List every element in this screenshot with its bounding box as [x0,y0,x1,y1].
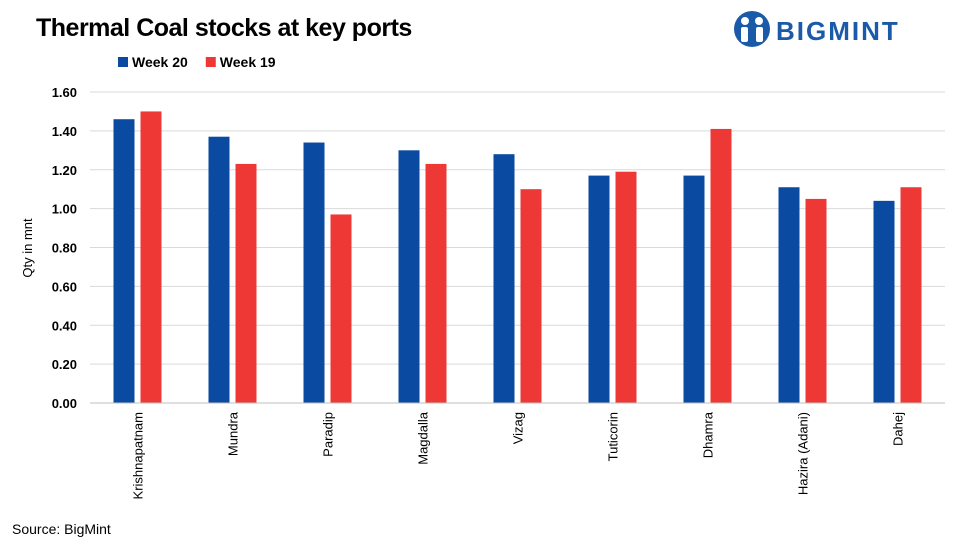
y-tick-label: 0.00 [52,396,77,411]
y-tick-label: 0.40 [52,318,77,333]
y-tick-label: 1.60 [52,85,77,100]
y-tick-label: 0.80 [52,241,77,256]
logo-icon [734,11,770,47]
y-tick-label: 0.20 [52,357,77,372]
x-tick-label: Hazira (Adani) [796,412,811,495]
x-tick-label: Dhamra [701,411,716,458]
chart-title: Thermal Coal stocks at key ports [36,14,412,42]
x-tick-label: Krishnapatnam [131,412,146,499]
bar [303,142,325,403]
bar [900,187,922,403]
logo-text: BIGMINT [776,16,900,46]
legend-label: Week 20 [132,54,188,70]
logo-icon-part [741,17,749,25]
bar [330,214,352,403]
logo: BIGMINT [734,11,900,47]
bar [140,111,162,403]
bar [113,119,135,404]
legend-label: Week 19 [220,54,276,70]
bar [710,128,732,403]
bar [615,171,637,403]
y-tick-label: 1.20 [52,163,77,178]
y-tick-label: 1.00 [52,202,77,217]
bar [778,187,800,403]
bar [398,150,420,403]
bar [873,200,895,403]
source-note: Source: BigMint [12,521,111,537]
x-tick-label: Dahej [891,412,906,446]
bar [683,175,705,403]
x-tick-label: Tuticorin [606,412,621,461]
logo-icon-part [755,17,763,25]
logo-icon-part [741,27,748,42]
bar [805,198,827,403]
logo-icon-part [756,27,763,42]
y-axis-label: Qty in mnt [20,218,35,278]
legend-swatch [205,57,216,67]
x-tick-label: Magdalla [416,411,431,465]
bar [235,163,257,403]
bar [208,136,230,404]
x-tick-label: Mundra [226,411,241,456]
bar [493,154,515,403]
bar [520,189,542,403]
bar [588,175,610,403]
bar [425,163,447,403]
y-tick-label: 0.60 [52,279,77,294]
x-tick-label: Paradip [321,412,336,457]
x-tick-label: Vizag [511,412,526,444]
y-tick-label: 1.40 [52,124,77,139]
legend-swatch [118,57,128,67]
